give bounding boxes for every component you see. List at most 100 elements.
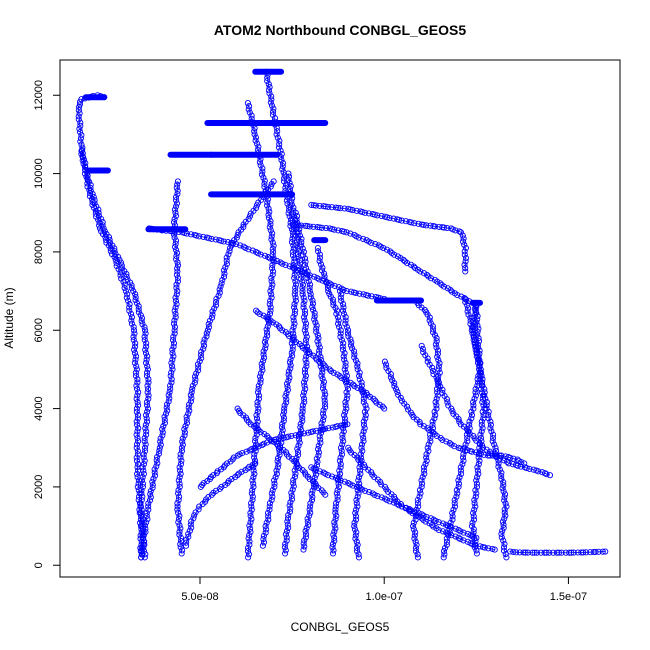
data-point bbox=[132, 372, 140, 379]
data-point bbox=[352, 535, 359, 542]
x-axis: 5.0e-08 1.0e-07 1.5e-07 bbox=[181, 577, 587, 603]
data-point bbox=[450, 506, 457, 513]
data-point bbox=[300, 540, 307, 547]
data-point bbox=[267, 288, 274, 295]
data-point bbox=[266, 255, 274, 262]
data-point bbox=[500, 524, 507, 531]
data-point bbox=[223, 260, 230, 268]
data-point bbox=[288, 349, 295, 356]
data-point bbox=[316, 224, 323, 231]
data-point bbox=[146, 497, 154, 504]
data-point bbox=[281, 405, 288, 412]
data-point bbox=[299, 291, 306, 298]
data-point bbox=[238, 468, 245, 475]
data-point bbox=[140, 454, 147, 461]
data-point bbox=[429, 421, 436, 428]
data-point bbox=[174, 265, 181, 272]
data-point bbox=[335, 320, 342, 327]
data-point bbox=[170, 343, 177, 350]
data-point bbox=[132, 297, 139, 304]
data-point bbox=[176, 474, 183, 481]
data-point bbox=[173, 291, 180, 298]
data-point bbox=[455, 415, 462, 423]
data-point bbox=[286, 359, 293, 366]
data-point bbox=[176, 480, 183, 487]
data-point bbox=[294, 267, 301, 274]
data-point bbox=[259, 367, 266, 374]
data-point bbox=[179, 438, 186, 445]
data-point bbox=[118, 262, 125, 269]
data-point bbox=[499, 518, 506, 525]
data-point bbox=[488, 428, 495, 435]
data-point bbox=[356, 467, 364, 474]
data-point bbox=[435, 519, 442, 526]
data-point bbox=[248, 516, 255, 523]
data-point bbox=[386, 214, 393, 222]
data-point bbox=[363, 405, 370, 412]
data-point bbox=[200, 233, 207, 240]
data-point bbox=[246, 109, 253, 116]
data-point bbox=[361, 487, 369, 494]
data-point bbox=[172, 314, 179, 321]
data-point bbox=[455, 480, 462, 487]
data-point bbox=[419, 474, 426, 481]
data-point bbox=[254, 399, 261, 406]
data-point bbox=[339, 431, 346, 438]
data-point bbox=[188, 389, 195, 396]
data-point bbox=[369, 490, 376, 497]
data-point bbox=[412, 544, 419, 552]
data-point bbox=[307, 281, 314, 288]
data-point bbox=[415, 503, 422, 510]
data-point bbox=[472, 503, 479, 510]
data-point bbox=[247, 528, 254, 536]
data-point bbox=[433, 335, 440, 342]
data-point bbox=[288, 198, 295, 205]
data-point bbox=[316, 202, 323, 209]
data-point bbox=[138, 487, 145, 494]
data-point bbox=[144, 405, 152, 412]
data-point bbox=[426, 317, 433, 324]
data-point bbox=[356, 369, 363, 376]
data-point bbox=[266, 84, 273, 91]
data-point bbox=[174, 190, 181, 198]
data-point bbox=[288, 489, 295, 496]
data-point bbox=[264, 329, 271, 336]
data-point bbox=[285, 524, 292, 531]
data-point bbox=[320, 407, 327, 414]
data-point bbox=[260, 348, 267, 355]
data-point bbox=[290, 336, 298, 344]
data-point bbox=[430, 523, 437, 530]
data-point bbox=[543, 549, 550, 556]
data-point bbox=[353, 500, 360, 507]
data-point bbox=[172, 212, 180, 219]
data-point bbox=[331, 537, 338, 545]
data-point bbox=[200, 479, 207, 487]
data-point bbox=[255, 427, 262, 434]
data-point bbox=[420, 464, 427, 471]
data-point bbox=[279, 420, 286, 428]
data-point bbox=[234, 231, 241, 238]
data-point bbox=[144, 353, 151, 360]
data-point bbox=[332, 525, 339, 532]
data-point bbox=[284, 521, 291, 528]
data-point bbox=[338, 374, 345, 381]
data-point bbox=[302, 323, 309, 331]
data-point bbox=[483, 399, 490, 406]
data-point bbox=[301, 366, 309, 373]
data-point bbox=[172, 246, 180, 254]
data-point bbox=[196, 233, 203, 240]
data-point bbox=[173, 284, 180, 291]
data-point bbox=[144, 418, 151, 425]
data-point bbox=[323, 225, 330, 232]
data-point bbox=[173, 256, 180, 263]
data-point bbox=[299, 417, 306, 425]
data-point bbox=[244, 544, 252, 551]
data-point bbox=[178, 550, 185, 557]
data-point bbox=[126, 307, 133, 314]
data-point bbox=[107, 239, 114, 246]
data-point bbox=[177, 470, 184, 477]
data-point bbox=[473, 350, 480, 357]
data-point bbox=[140, 541, 147, 548]
data-point bbox=[262, 529, 269, 536]
data-point bbox=[153, 457, 160, 464]
